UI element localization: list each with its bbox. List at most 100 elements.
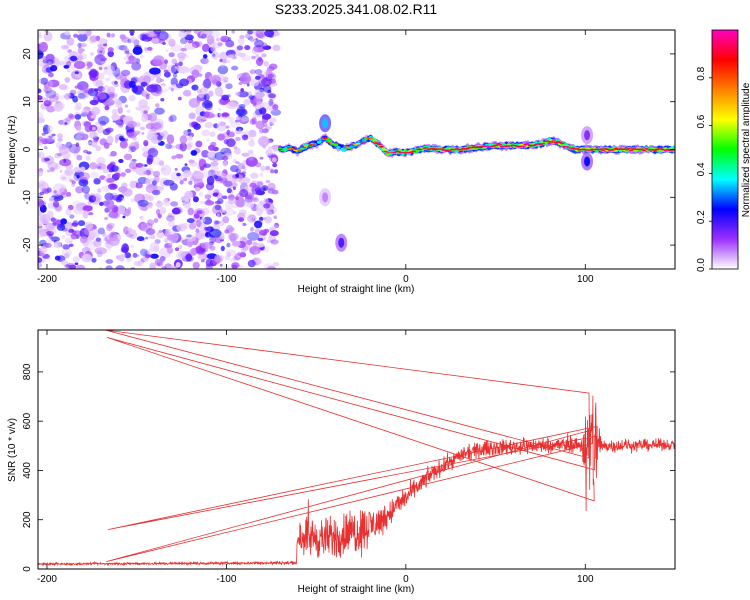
noise-cell [75, 142, 80, 148]
noise-cell [166, 234, 176, 241]
noise-cell [97, 115, 110, 125]
noise-cell [145, 94, 150, 100]
ridge-cell [521, 145, 526, 147]
noise-cell [58, 60, 67, 66]
ridge-cell [560, 142, 565, 145]
noise-cell [236, 45, 244, 51]
noise-cell [149, 242, 160, 252]
noise-cell [115, 196, 123, 203]
noise-cell [42, 59, 49, 64]
noise-cell [201, 207, 210, 215]
noise-cell [74, 85, 79, 89]
noise-cell [137, 34, 142, 40]
noise-cell [208, 228, 222, 238]
noise-cell [267, 188, 272, 193]
noise-cell [227, 227, 235, 232]
noise-cell [88, 141, 92, 145]
noise-cell [121, 243, 129, 254]
noise-cell [47, 161, 59, 171]
noise-cell [128, 116, 134, 119]
noise-cell [43, 100, 52, 107]
noise-cell [255, 53, 259, 59]
noise-cell [204, 122, 214, 129]
noise-cell [146, 84, 158, 93]
x-tick-label: 0 [403, 574, 409, 585]
noise-cell [192, 196, 199, 203]
noise-cell [242, 222, 246, 227]
noise-cell [94, 138, 98, 142]
noise-cell [105, 77, 110, 82]
noise-cell [250, 138, 254, 142]
noise-cell [248, 140, 255, 147]
noise-cell [184, 43, 197, 50]
noise-cell [88, 195, 97, 203]
noise-cell [107, 173, 112, 178]
noise-cell [252, 241, 257, 247]
noise-cell [61, 176, 66, 180]
noise-cell [250, 78, 259, 87]
noise-cell [115, 119, 125, 126]
noise-cell [43, 32, 52, 42]
noise-cell [210, 165, 219, 172]
noise-cell [120, 172, 126, 177]
noise-cell [223, 76, 229, 83]
figure-title: S233.2025.341.08.02.R11 [275, 1, 438, 17]
noise-cell [53, 226, 57, 231]
noise-cell [106, 32, 111, 38]
noise-cell [39, 251, 46, 256]
noise-cell [147, 46, 153, 51]
noise-cell [185, 253, 193, 262]
noise-cell [256, 259, 263, 264]
noise-cell [260, 165, 266, 172]
noise-cell [129, 141, 140, 151]
noise-cell [118, 135, 124, 141]
noise-cell [187, 135, 193, 141]
noise-cell [158, 259, 164, 264]
noise-cell [259, 59, 264, 63]
noise-cell [124, 252, 132, 259]
noise-cell [221, 94, 229, 101]
side-feature-2 [335, 233, 348, 252]
noise-cell [258, 136, 270, 147]
noise-cell [220, 245, 225, 252]
noise-cell [116, 45, 125, 50]
noise-cell [48, 233, 53, 239]
noise-cell [235, 173, 239, 178]
y-tick-label: 0 [22, 566, 33, 572]
ridge-cell [346, 147, 352, 149]
noise-cell [101, 185, 110, 192]
noise-cell [53, 98, 57, 102]
noise-cell [165, 215, 175, 222]
noise-cell [225, 83, 233, 90]
noise-cell [42, 99, 50, 105]
noise-cell [39, 191, 45, 196]
noise-cell [141, 113, 149, 123]
noise-cell [131, 39, 136, 43]
noise-cell [107, 50, 114, 58]
side-feature-3 [319, 188, 332, 207]
noise-cell [58, 145, 70, 155]
noise-cell [241, 134, 249, 141]
noise-cell [201, 171, 212, 178]
noise-cell [60, 184, 67, 189]
ridge-cell [374, 142, 380, 144]
noise-cell [164, 59, 168, 64]
noise-cell [47, 79, 60, 88]
ridge-cell [362, 140, 367, 143]
noise-cell [52, 92, 60, 101]
snr-x-label: Height of straight line (km) [298, 584, 415, 595]
noise-cell [232, 159, 238, 163]
ridge-cell [598, 148, 604, 150]
noise-cell [249, 69, 257, 75]
noise-cell [137, 260, 144, 267]
noise-cell [55, 141, 63, 149]
noise-cell [154, 239, 161, 244]
ridge-cell [532, 144, 537, 147]
noise-cell [160, 88, 169, 93]
noise-cell [152, 189, 161, 196]
noise-cell [197, 254, 205, 260]
noise-cell [184, 197, 190, 202]
noise-cell [179, 179, 184, 185]
noise-cell [202, 43, 210, 52]
noise-cell [195, 219, 202, 228]
